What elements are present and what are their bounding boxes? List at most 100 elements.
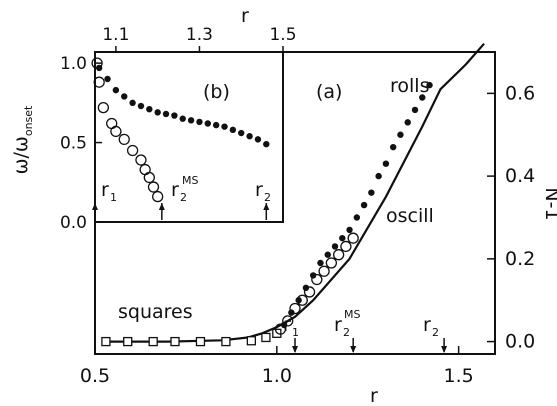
main-r2ms-sub: 2 [343, 326, 350, 339]
main-square-point [170, 336, 180, 347]
inset-dot-point [229, 126, 237, 134]
main-dot-point [382, 160, 390, 167]
main-dot-point [353, 214, 361, 221]
main-dot-point [404, 119, 411, 126]
main-dot-point [302, 284, 310, 292]
main-dot-point [389, 143, 397, 151]
main-y-tick-label: 0.4 [505, 165, 535, 187]
inset-circle-point [143, 171, 155, 184]
inset-dot-point [221, 123, 228, 130]
inset-r2ms-label: r [171, 179, 179, 201]
main-circle-point [289, 302, 301, 315]
main-chart-layer: 0.5 1.0 1.5 0.0 0.2 0.4 0.6 [80, 42, 535, 387]
inset-dot-point [154, 109, 161, 116]
main-dot-point [346, 226, 353, 234]
inset-x-tick-label: 1.5 [269, 25, 296, 45]
main-r2ms-sup: MS [344, 308, 360, 321]
inset-dot-point [238, 129, 245, 137]
inset-r2ms-sup: MS [182, 174, 198, 187]
main-x-tick-label: 1.0 [262, 365, 292, 387]
main-dot-point [288, 309, 295, 316]
main-y-tick-label: 0.0 [505, 331, 535, 353]
main-r1-label: r [283, 314, 291, 336]
main-dot-point [375, 172, 382, 180]
inset-y-tick-label: 0.0 [60, 213, 87, 233]
main-y-tick-label: 0.6 [505, 82, 535, 104]
annotation-squares: squares [118, 301, 193, 323]
main-r2ms-label: r [334, 314, 342, 336]
inset-dot-point [204, 120, 211, 127]
inset-circle-point [118, 133, 130, 146]
inset-dot-point [246, 133, 253, 140]
inset-chart-layer: 1.1 1.3 1.5 0.0 0.5 1.0 [60, 25, 297, 233]
inset-r2ms-arrow-head [158, 203, 165, 210]
main-square-point [221, 336, 231, 347]
inset-dot-point [179, 115, 186, 122]
inset-panel-label: (b) [203, 81, 230, 103]
main-square-point [246, 336, 257, 346]
main-dot-point [368, 189, 375, 196]
main-circle-point [340, 240, 352, 253]
inset-y-axis-label-main: ω/ω [10, 136, 32, 174]
main-r1-arrow-head [292, 346, 298, 353]
inset-dot-point [121, 93, 128, 100]
svg-text:ω/ωonset: ω/ωonset [10, 105, 35, 174]
main-x-tick-label: 0.5 [80, 365, 110, 387]
inset-dot-point [254, 136, 262, 143]
inset-circle-point [147, 181, 160, 193]
main-dot-point [426, 81, 433, 89]
inset-y-tick-label: 1.0 [60, 54, 87, 74]
main-r2-arrow-head [441, 346, 448, 353]
main-square-point [195, 336, 206, 347]
main-square-point [123, 336, 133, 347]
main-dot-point [309, 272, 317, 279]
main-circle-point [332, 249, 345, 261]
main-dot-point [280, 321, 288, 329]
inset-r1-label: r [101, 179, 109, 201]
main-circle-point [347, 232, 359, 244]
inset-dot-point [162, 110, 170, 118]
inset-dot-point [129, 99, 136, 107]
main-circle-point [318, 265, 330, 277]
main-r2ms-arrow-head [350, 346, 357, 353]
main-dot-point [397, 131, 404, 138]
inset-circle-point [93, 76, 105, 88]
main-r2-label: r [423, 314, 431, 336]
main-circle-point [303, 286, 316, 298]
inset-r2-arrow-head [263, 203, 270, 210]
main-dot-point [360, 201, 368, 209]
main-square-point [261, 332, 271, 343]
main-r2-sub: 2 [432, 326, 439, 339]
inset-dot-point [196, 118, 203, 126]
main-circle-point [311, 273, 323, 286]
inset-dot-point [104, 75, 111, 83]
main-dot-point [295, 297, 302, 304]
inset-r2-sub: 2 [264, 191, 271, 204]
inset-y-axis-label: ω/ωonset [10, 105, 35, 174]
inset-r1-sub: 1 [110, 191, 117, 204]
inset-circle-point [152, 190, 164, 203]
main-r1-sub: 1 [292, 326, 299, 339]
inset-dot-point [112, 86, 120, 94]
inset-dot-point [187, 117, 195, 124]
main-dot-point [317, 259, 324, 267]
inset-x-tick-label: 1.1 [102, 25, 129, 45]
main-dot-point [411, 106, 419, 114]
inset-dot-point [212, 121, 220, 129]
main-y-tick-label: 0.2 [505, 248, 535, 270]
annotation-oscill: oscill [386, 205, 434, 227]
main-dot-point [339, 234, 346, 242]
main-circle-point [274, 323, 287, 335]
main-square-point [101, 336, 111, 347]
inset-circle-point [135, 154, 147, 166]
inset-y-axis-label-sub: onset [22, 105, 35, 136]
inset-dot-point [137, 102, 145, 110]
inset-circle-point [126, 144, 139, 157]
main-dot-point [324, 251, 331, 258]
main-square-point [148, 336, 158, 347]
main-circle-point [282, 315, 294, 327]
annotation-rolls: rolls [390, 75, 429, 97]
main-x-axis-label: r [370, 385, 378, 406]
main-circle-point [325, 257, 338, 269]
